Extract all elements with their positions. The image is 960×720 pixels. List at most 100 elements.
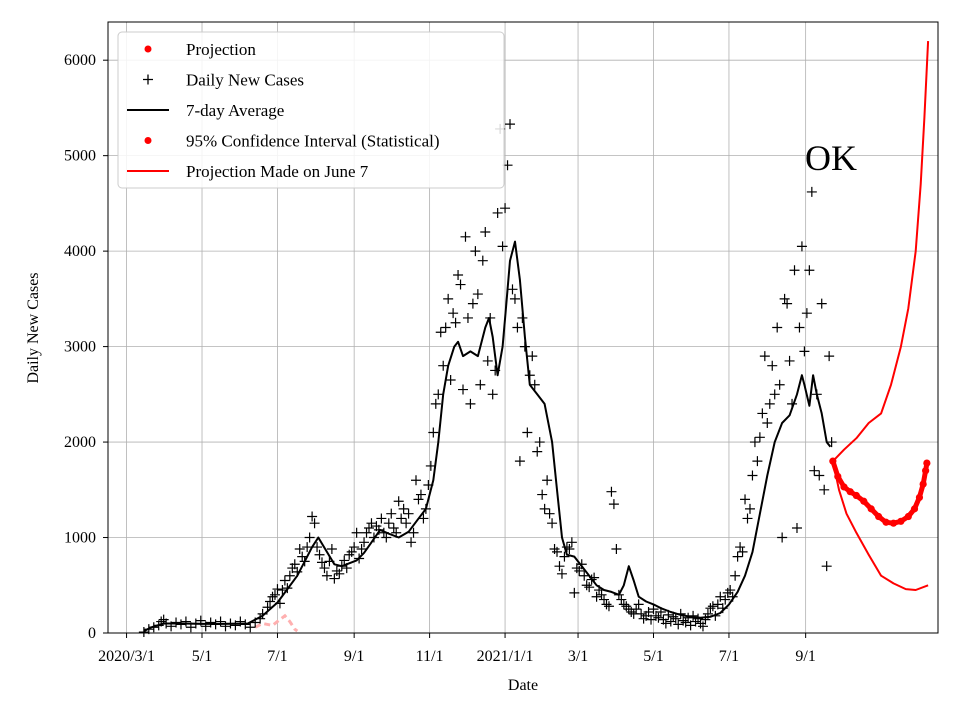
case-point bbox=[633, 599, 644, 610]
case-point bbox=[529, 379, 540, 390]
legend: Projection Daily New Cases 7-day Average 95… bbox=[117, 31, 505, 189]
case-point bbox=[383, 518, 394, 529]
case-point bbox=[334, 568, 345, 579]
case-point bbox=[272, 584, 283, 595]
case-point bbox=[749, 437, 760, 448]
case-point bbox=[329, 573, 340, 584]
case-point bbox=[339, 555, 350, 566]
legend-plus-marker bbox=[143, 74, 153, 85]
projection-point bbox=[846, 488, 854, 496]
case-point bbox=[245, 622, 256, 633]
faint-layer bbox=[254, 613, 299, 633]
case-point bbox=[574, 565, 585, 576]
x-tick-label: 7/1 bbox=[267, 648, 287, 665]
case-point bbox=[522, 427, 533, 438]
case-point bbox=[732, 551, 743, 562]
case-point bbox=[789, 265, 800, 276]
projection-point bbox=[889, 519, 898, 527]
case-point bbox=[527, 351, 538, 362]
projection-point bbox=[923, 459, 931, 467]
case-point bbox=[205, 617, 216, 628]
case-point bbox=[799, 346, 810, 357]
seven-day-average-line bbox=[143, 240, 832, 632]
case-point bbox=[482, 355, 493, 366]
case-point bbox=[435, 327, 446, 338]
projection-layer bbox=[829, 41, 931, 591]
plot-frame bbox=[107, 21, 939, 634]
x-tick-label: 2021/1/1 bbox=[477, 648, 534, 665]
case-point bbox=[361, 527, 372, 538]
case-point bbox=[487, 389, 498, 400]
case-point bbox=[269, 589, 280, 600]
case-point bbox=[821, 561, 832, 572]
case-point bbox=[705, 603, 716, 614]
projection-point bbox=[915, 493, 924, 502]
case-point bbox=[616, 594, 627, 605]
case-point bbox=[398, 503, 409, 514]
case-point bbox=[759, 351, 770, 362]
case-point bbox=[393, 496, 404, 507]
case-point bbox=[331, 565, 342, 576]
x-tick-label: 11/1 bbox=[416, 648, 444, 665]
case-point bbox=[801, 308, 812, 319]
case-point bbox=[438, 360, 449, 371]
case-point bbox=[784, 355, 795, 366]
case-point bbox=[307, 511, 318, 522]
legend-label: Projection Made on June 7 bbox=[186, 162, 369, 181]
case-point bbox=[453, 269, 464, 280]
case-point bbox=[599, 594, 610, 605]
x-axis-label: Date bbox=[508, 677, 538, 694]
case-point bbox=[636, 608, 647, 619]
y-axis-label: Daily New Cases bbox=[25, 272, 42, 383]
case-point bbox=[304, 532, 315, 543]
case-point bbox=[472, 289, 483, 300]
case-point bbox=[465, 398, 476, 409]
case-point bbox=[215, 616, 226, 627]
case-point bbox=[514, 456, 525, 467]
projection-point bbox=[875, 512, 883, 521]
case-point bbox=[653, 612, 664, 623]
projection-point bbox=[860, 497, 868, 505]
case-point bbox=[316, 557, 327, 568]
case-point bbox=[631, 604, 642, 615]
y-tick-label: 0 bbox=[88, 625, 96, 642]
case-point bbox=[497, 241, 508, 252]
x-tick-label: 9/1 bbox=[344, 648, 364, 665]
case-point bbox=[366, 518, 377, 529]
case-point bbox=[584, 582, 595, 593]
y-tick-label: 6000 bbox=[64, 52, 96, 69]
projection-june7-line bbox=[832, 41, 930, 462]
case-point bbox=[762, 417, 773, 428]
projection-point bbox=[910, 505, 919, 513]
case-point bbox=[388, 522, 399, 533]
case-point bbox=[351, 527, 362, 538]
case-point bbox=[294, 543, 305, 554]
case-point bbox=[344, 549, 355, 560]
projection-point bbox=[904, 512, 912, 521]
case-point bbox=[309, 518, 320, 529]
case-point bbox=[779, 293, 790, 304]
case-point bbox=[458, 384, 469, 395]
case-point bbox=[824, 351, 835, 362]
case-point bbox=[693, 613, 704, 624]
case-point bbox=[621, 601, 632, 612]
case-point bbox=[806, 186, 817, 197]
y-tick-label: 3000 bbox=[64, 339, 96, 356]
case-point bbox=[279, 575, 290, 586]
case-point bbox=[670, 613, 681, 624]
legend-box bbox=[117, 31, 505, 189]
case-point bbox=[500, 203, 511, 214]
case-point bbox=[455, 279, 466, 290]
case-point bbox=[480, 227, 491, 238]
case-point bbox=[549, 543, 560, 554]
case-point bbox=[757, 408, 768, 419]
y-axis: 0 1000 2000 3000 4000 5000 6000 bbox=[64, 52, 108, 642]
case-point bbox=[356, 543, 367, 554]
x-axis: 2020/3/1 5/1 7/1 9/1 11/1 2021/1/1 3/1 5/1 7/1 9/… bbox=[98, 633, 816, 665]
case-point bbox=[445, 375, 456, 386]
case-point bbox=[180, 616, 191, 627]
legend-label: 95% Confidence Interval (Statistical) bbox=[186, 132, 440, 151]
projection-point bbox=[882, 518, 890, 526]
case-point bbox=[569, 587, 580, 598]
case-point bbox=[606, 486, 617, 497]
